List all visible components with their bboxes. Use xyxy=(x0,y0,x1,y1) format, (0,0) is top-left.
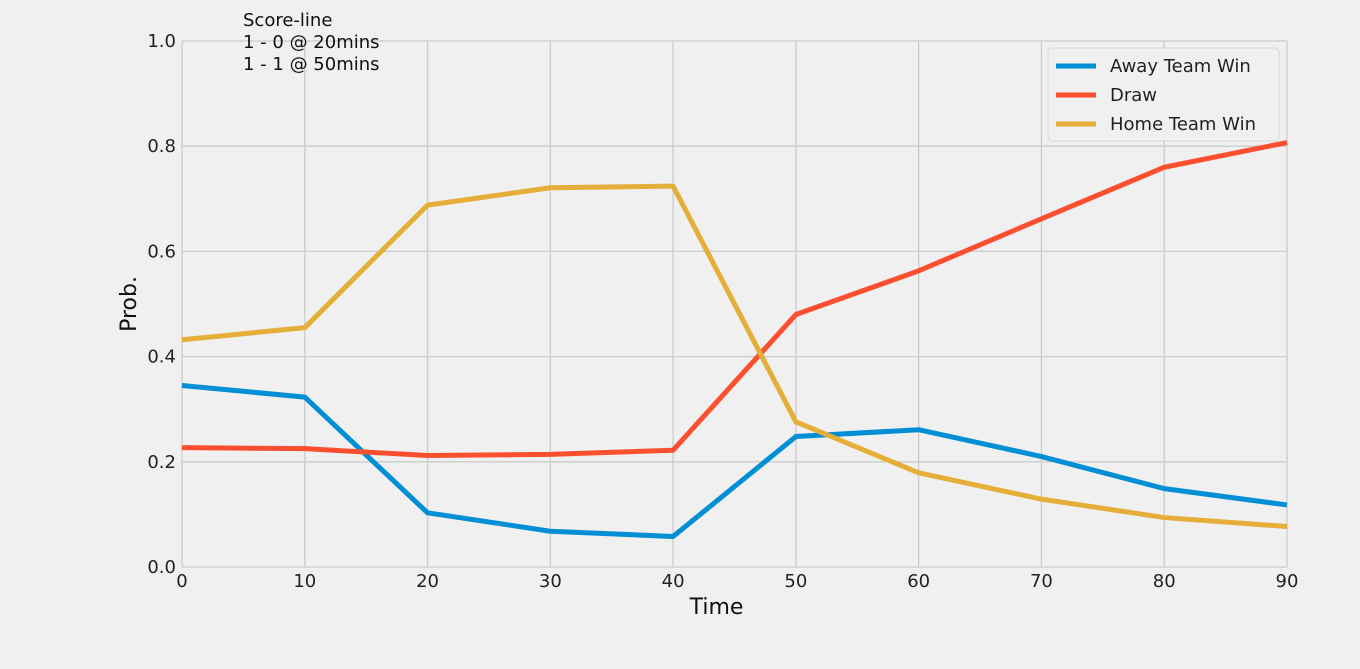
y-tick-label: 1.0 xyxy=(147,31,176,52)
legend-label: Away Team Win xyxy=(1110,56,1251,77)
tick-labels: 0 10 20 30 40 50 60 70 80 90 0.0 0.2 0.4 0.6 0.8 1.0 xyxy=(147,31,1298,592)
x-tick-label: 60 xyxy=(907,571,930,592)
series-line xyxy=(181,140,1288,458)
x-tick-label: 20 xyxy=(416,571,439,592)
x-tick-label: 50 xyxy=(784,571,807,592)
x-tick-label: 30 xyxy=(539,571,562,592)
series-line xyxy=(181,383,1288,539)
x-tick-label: 80 xyxy=(1153,571,1176,592)
annotation-line: Score-line xyxy=(243,10,332,31)
legend-box xyxy=(1047,47,1280,142)
series-line xyxy=(181,183,1288,529)
y-tick-label: 0.4 xyxy=(147,347,176,368)
y-tick-label: 0.6 xyxy=(147,241,176,262)
y-axis-label: Prob. xyxy=(117,276,142,332)
annotation-line: 1 - 1 @ 50mins xyxy=(243,54,380,75)
y-tick-label: 0.2 xyxy=(147,452,176,473)
legend-label: Draw xyxy=(1110,85,1157,106)
x-tick-label: 10 xyxy=(293,571,316,592)
series-layer xyxy=(181,140,1288,539)
y-tick-label: 0.0 xyxy=(147,557,176,578)
annotation-line: 1 - 0 @ 20mins xyxy=(243,32,380,53)
x-tick-label: 0 xyxy=(176,571,187,592)
legend: Away Team Win Draw Home Team Win xyxy=(1047,47,1280,142)
grid-layer xyxy=(181,40,1288,568)
score-line-annotation: Score-line 1 - 0 @ 20mins 1 - 1 @ 50mins xyxy=(243,10,380,75)
legend-label: Home Team Win xyxy=(1110,114,1256,135)
x-tick-label: 70 xyxy=(1030,571,1053,592)
x-tick-label: 90 xyxy=(1276,571,1299,592)
y-tick-label: 0.8 xyxy=(147,136,176,157)
x-tick-label: 40 xyxy=(662,571,685,592)
x-axis-label: Time xyxy=(689,595,744,620)
